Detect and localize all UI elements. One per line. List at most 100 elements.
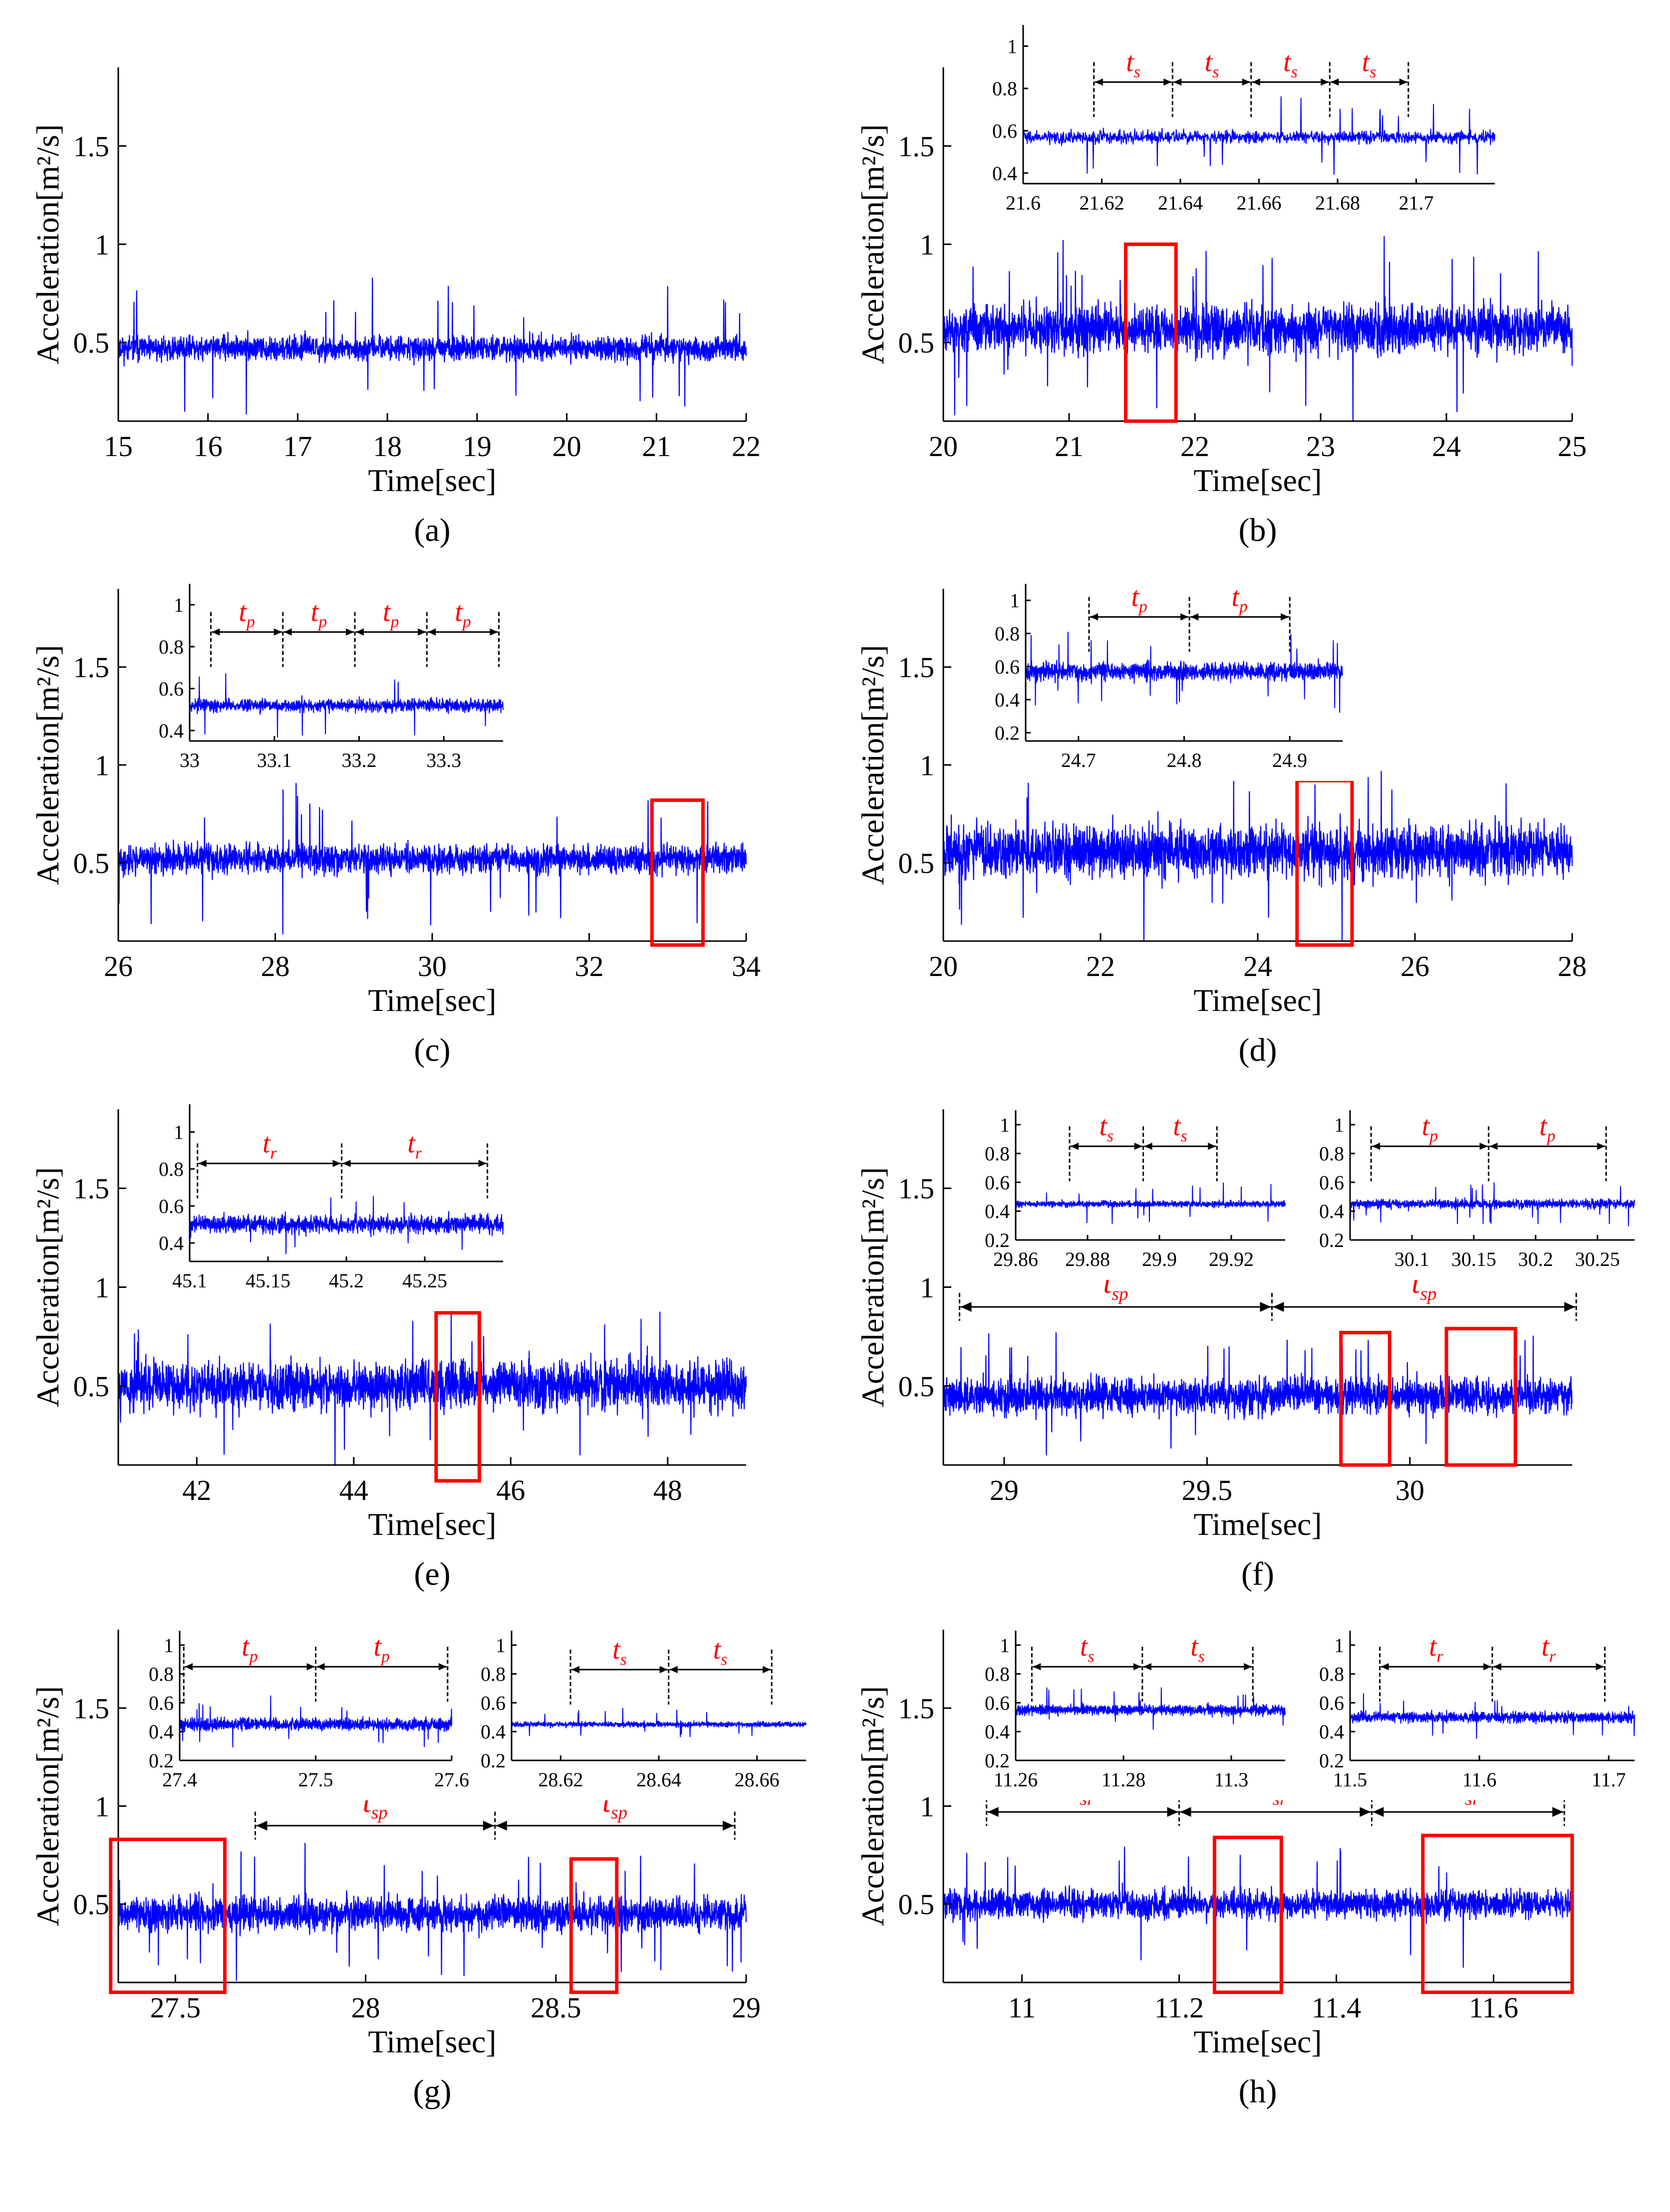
x-tick-label: 20 [929,430,958,463]
signal-trace [942,1846,1573,1968]
arrow-head [1095,78,1103,86]
arrow-head [960,1302,972,1312]
y-tick-label: 0.6 [481,1692,506,1714]
highlight-box [434,1311,481,1483]
arrow-head [1180,1807,1191,1817]
inset-background [1308,1105,1647,1280]
x-tick-label: 26 [1400,950,1429,983]
signal-trace [189,1196,504,1254]
x-tick-label: 30.1 [1394,1248,1429,1270]
inset-background [973,1626,1298,1800]
y-tick-label: 1.5 [898,1692,935,1724]
x-tick-label: 21.6 [1006,192,1041,214]
x-tick-label: 33.1 [257,749,292,771]
period-label-subscript: s [1134,63,1140,81]
inset-e-1: 45.1 45.15 45.2 45.250.40.60.81 tr tr [147,1099,516,1301]
arrow-head [1493,1663,1501,1671]
x-axis-label: Time[sec] [1193,463,1322,498]
y-tick-label: 0.6 [1319,1171,1344,1194]
signal-trace [1015,1182,1286,1224]
y-tick-label: 0.5 [73,327,110,359]
x-tick-label: 27.6 [434,1768,469,1791]
arrow-head [1071,1143,1079,1150]
period-label-subscript: r [1549,1648,1556,1666]
x-tick-label: 42 [182,1474,211,1506]
x-tick-label: 21.64 [1158,192,1203,214]
panel-caption: (f) [1241,1556,1274,1592]
arrow-head [256,1820,268,1831]
signal-trace [511,1708,807,1737]
period-label-subscript: r [415,1144,422,1163]
y-axis-label: Acceleration[m²/s] [30,645,65,885]
panel-caption: (a) [414,512,450,548]
x-axis-label: Time[sec] [368,983,496,1018]
arrow-head [669,1666,678,1674]
x-tick-label: 30.2 [1518,1248,1553,1270]
period-label-subscript: sp [611,1802,627,1823]
period-label-subscript: p [1428,1127,1438,1146]
arrow-head [1596,1663,1604,1671]
x-tick-label: 33.3 [426,749,461,771]
x-tick-label: 45.1 [172,1269,207,1292]
panel-h: 1111.211.411.60.511.5tsrtsrtsrTime[sec]A… [855,1626,1647,2110]
x-axis-label: Time[sec] [1193,1506,1322,1542]
x-tick-label: 18 [373,430,402,463]
inset-background [147,579,516,781]
x-tick-label: 29.5 [1182,1474,1233,1506]
y-tick-label: 0.5 [73,1888,110,1921]
highlight-box [1212,1835,1283,1994]
arrow-head [1373,1807,1384,1817]
y-tick-label: 0.6 [995,656,1020,678]
y-tick-label: 1 [174,594,184,616]
y-tick-label: 1 [164,1634,174,1657]
period-label-subscript: p [1138,598,1147,616]
inset-g-2: 28.62 28.64 28.660.20.40.60.81 ts ts [469,1626,819,1800]
period-label-subscript: sp [1420,1284,1436,1304]
signal-trace [1023,96,1495,175]
y-tick-label: 0.4 [992,162,1017,185]
inset-f-1: 29.86 29.88 29.9 29.920.20.40.60.81 ts ts [973,1105,1298,1280]
x-axis-label: Time[sec] [1193,2024,1322,2059]
x-tick-label: 11.6 [1462,1768,1497,1791]
x-tick-label: 11 [1008,1991,1036,2024]
inset-background [469,1626,819,1800]
x-tick-label: 11.4 [1312,1991,1361,2024]
y-tick-label: 0.4 [149,1720,174,1743]
panel-c: 26 28 30 32 34 0.5 1 1.5 Time[sec] Acceleration[m… [30,579,761,1068]
arrow-head [1143,1663,1151,1671]
x-tick-label: 23 [1306,430,1335,463]
y-tick-label: 1 [1007,35,1017,57]
inset-d-1: 24.7 24.8 24.90.20.40.60.81 tp tp [983,579,1355,781]
x-tick-label: 29.88 [1065,1248,1110,1270]
inset-c-1: 33 33.1 33.2 33.30.40.60.81 tp tp tp tp [147,579,516,781]
arrow-head [198,1160,207,1167]
x-tick-label: 45.2 [329,1269,364,1292]
arrow-head [185,1663,193,1671]
arrow-head [1173,78,1182,86]
inset-g-1: 27.4 27.5 27.60.20.40.60.81 tp tp [137,1626,469,1800]
period-label-subscript: p [1238,598,1248,616]
y-tick-label: 0.8 [481,1663,506,1686]
arrow-head [1242,78,1250,86]
y-axis-label: Acceleration[m²/s] [855,124,890,364]
y-tick-label: 1 [920,1790,934,1823]
arrow-head [428,628,436,636]
x-tick-label: 24 [1243,950,1272,983]
y-tick-label: 0.2 [149,1749,174,1772]
y-tick-label: 1 [1010,589,1020,612]
signal-trace [1350,1693,1635,1739]
inset-background [147,1099,516,1301]
arrow-head [490,628,498,636]
period-label-subscript: sp [371,1802,388,1823]
y-tick-label: 0.4 [995,689,1020,711]
panel-caption: (g) [413,2073,452,2110]
arrow-head [763,1666,771,1674]
y-tick-label: 0.6 [159,1195,184,1218]
period-label-subscript: s [1107,1127,1113,1146]
arrow-head [418,628,426,636]
x-tick-label: 48 [653,1474,682,1506]
period-label-subscript: p [317,613,327,631]
arrow-head [316,1663,325,1671]
signal-trace [942,236,1573,422]
